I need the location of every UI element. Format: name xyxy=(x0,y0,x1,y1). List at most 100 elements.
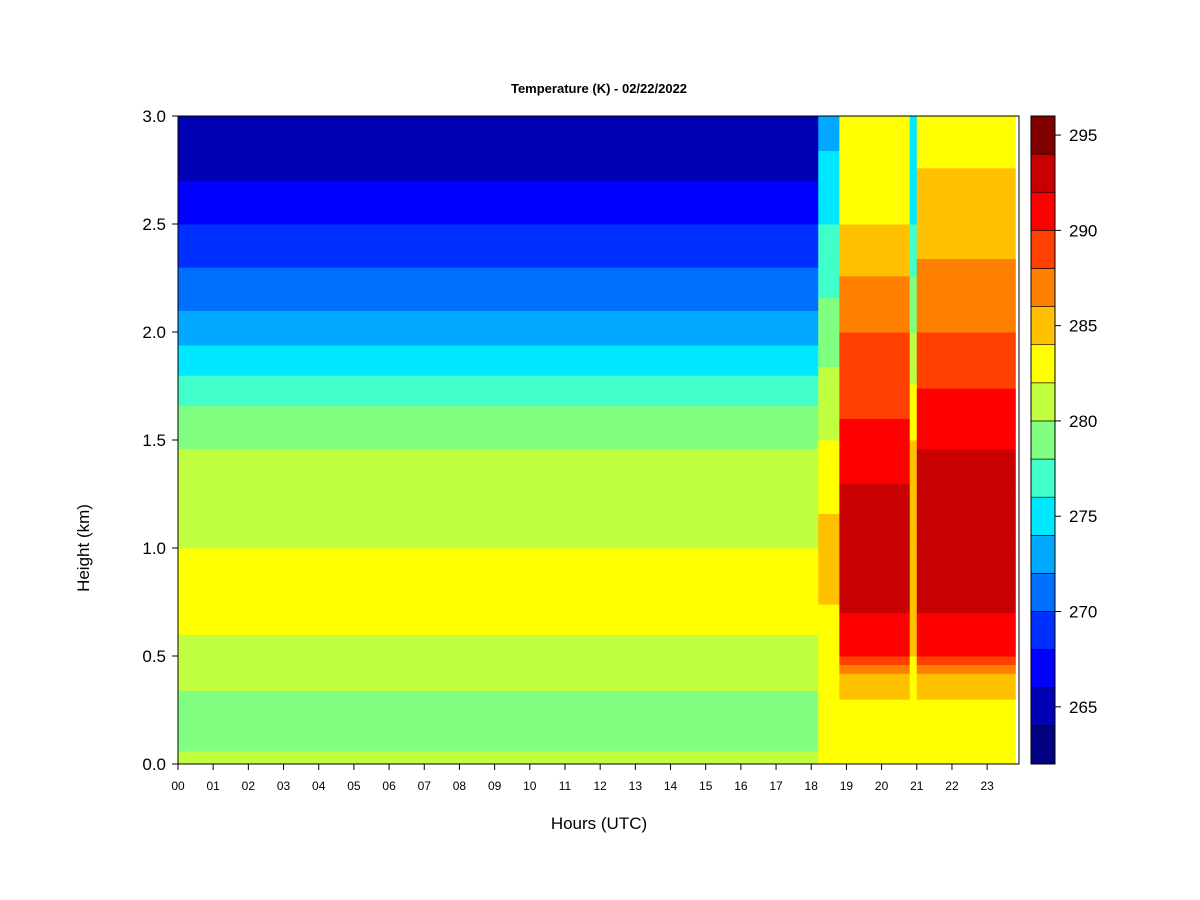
heatmap-cell xyxy=(909,509,918,514)
heatmap-cell xyxy=(839,569,911,575)
heatmap-cell xyxy=(818,245,840,251)
heatmap-cell xyxy=(909,236,918,242)
heatmap-cell xyxy=(909,535,918,540)
heatmap-cell xyxy=(818,422,840,428)
heatmap-cell xyxy=(178,219,819,225)
heatmap-cell xyxy=(818,474,840,480)
heatmap-cell xyxy=(818,560,840,566)
heatmap-cell xyxy=(178,755,819,761)
heatmap-cell xyxy=(818,202,840,208)
heatmap-cell xyxy=(178,643,819,648)
heatmap-cell xyxy=(916,578,1016,584)
heatmap-cell xyxy=(909,340,918,346)
heatmap-cell xyxy=(178,202,819,208)
heatmap-cell xyxy=(909,228,918,234)
heatmap-cell xyxy=(909,522,918,527)
heatmap-cell xyxy=(909,548,918,553)
heatmap-cell xyxy=(909,219,918,225)
heatmap-cell xyxy=(178,742,819,748)
heatmap-cell xyxy=(916,206,1016,212)
heatmap-cell xyxy=(909,707,918,713)
heatmap-cell xyxy=(178,686,819,692)
heatmap-cell xyxy=(178,656,819,661)
heatmap-cell xyxy=(178,262,819,268)
heatmap-cell xyxy=(818,409,840,415)
heatmap-cell xyxy=(909,288,918,294)
heatmap-cell xyxy=(818,725,840,730)
heatmap-cell xyxy=(916,323,1016,329)
heatmap-cell xyxy=(839,120,911,126)
heatmap-cell xyxy=(818,137,840,143)
heatmap-cell xyxy=(916,383,1016,389)
heatmap-cell xyxy=(818,116,840,121)
heatmap-cell xyxy=(178,746,819,752)
heatmap-cell xyxy=(839,163,911,169)
heatmap-cell xyxy=(909,211,918,216)
heatmap-cell xyxy=(839,340,911,346)
heatmap-cell xyxy=(818,651,840,657)
heatmap-cell xyxy=(839,224,911,229)
heatmap-cell xyxy=(178,124,819,130)
heatmap-cell xyxy=(916,591,1016,597)
heatmap-cell xyxy=(178,465,819,471)
heatmap-cell xyxy=(916,336,1016,342)
heatmap-cell xyxy=(178,189,819,195)
heatmap-cell xyxy=(916,327,1016,333)
heatmap-cell xyxy=(178,677,819,683)
heatmap-cell xyxy=(818,133,840,139)
heatmap-cell xyxy=(909,664,918,670)
colorbar-tick-label: 275 xyxy=(1069,507,1097,526)
heatmap-cell xyxy=(916,284,1016,290)
heatmap-cell xyxy=(818,383,840,389)
heatmap-cell xyxy=(839,275,911,281)
heatmap-cell xyxy=(909,448,918,454)
heatmap-cell xyxy=(916,271,1016,277)
heatmap-cell xyxy=(818,578,840,584)
heatmap-cell xyxy=(909,660,918,666)
heatmap-cell xyxy=(909,625,918,631)
heatmap-cell xyxy=(818,556,840,562)
heatmap-cell xyxy=(178,236,819,242)
x-tick-label: 19 xyxy=(840,779,854,793)
heatmap-cell xyxy=(909,617,918,622)
heatmap-cell xyxy=(839,560,911,566)
heatmap-cell xyxy=(839,591,911,597)
heatmap-cell xyxy=(916,539,1016,545)
heatmap-cell xyxy=(916,388,1016,393)
heatmap-cell xyxy=(916,418,1016,424)
heatmap-cell xyxy=(839,526,911,532)
heatmap-cell xyxy=(178,694,819,700)
heatmap-cell xyxy=(916,677,1016,683)
heatmap-cell xyxy=(909,319,918,324)
heatmap-cell xyxy=(916,280,1016,285)
heatmap-cell xyxy=(818,271,840,277)
heatmap-cell xyxy=(839,414,911,419)
heatmap-cell xyxy=(916,401,1016,406)
heatmap-cell xyxy=(178,167,819,173)
heatmap-cell xyxy=(818,509,840,514)
heatmap-cell xyxy=(916,530,1016,536)
heatmap-cell xyxy=(916,483,1016,489)
heatmap-cell xyxy=(839,427,911,432)
heatmap-cell xyxy=(909,643,918,648)
x-axis-label: Hours (UTC) xyxy=(551,814,647,833)
y-axis: 0.0 0.5 1.0 1.5 2.0 2.5 3.0 xyxy=(142,107,178,774)
heatmap-cell xyxy=(909,543,918,549)
heatmap-cell xyxy=(818,582,840,588)
heatmap-cell xyxy=(909,491,918,497)
heatmap-cell xyxy=(839,388,911,393)
heatmap-cell xyxy=(909,608,918,614)
heatmap-cell xyxy=(839,258,911,264)
x-tick-label: 08 xyxy=(453,779,467,793)
heatmap-cell xyxy=(818,647,840,653)
heatmap-cell xyxy=(916,448,1016,454)
heatmap-cell xyxy=(909,267,918,273)
heatmap-cell xyxy=(916,470,1016,476)
heatmap-cell xyxy=(909,375,918,381)
heatmap-cell xyxy=(916,586,1016,592)
heatmap-cell xyxy=(178,604,819,609)
heatmap-cell xyxy=(916,431,1016,437)
heatmap-cell xyxy=(839,522,911,527)
heatmap-cell xyxy=(818,440,840,445)
